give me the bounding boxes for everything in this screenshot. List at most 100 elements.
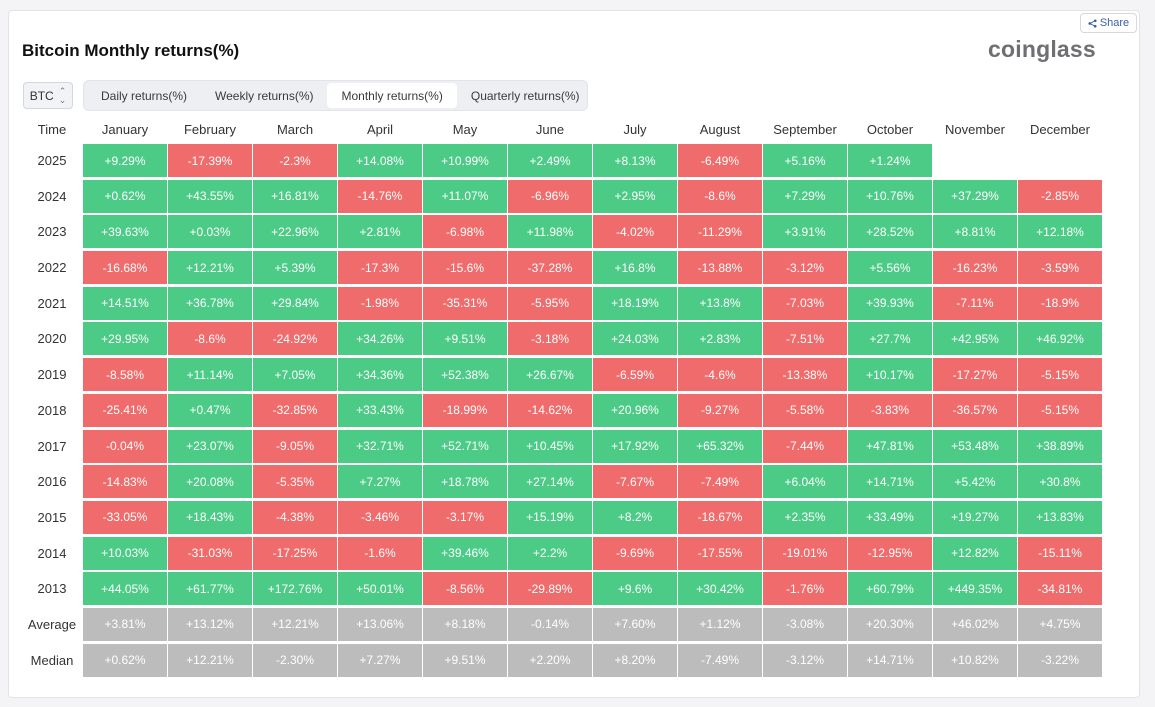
return-cell: +36.78% (168, 286, 252, 320)
average-cell: +46.02% (933, 607, 1017, 641)
median-cell: -3.22% (1018, 643, 1102, 677)
column-header-july: July (623, 121, 647, 137)
share-icon (1088, 18, 1097, 28)
return-cell: +23.07% (168, 429, 252, 463)
coinglass-logo: coinglass (988, 36, 1096, 62)
return-cell: +11.14% (168, 358, 252, 392)
return-cell: -2.85% (1018, 179, 1102, 213)
return-cell: -5.95% (508, 286, 592, 320)
return-cell: -6.96% (508, 179, 592, 213)
return-cell: -11.29% (678, 215, 762, 249)
return-cell: +39.93% (848, 286, 932, 320)
return-cell: +20.96% (593, 393, 677, 427)
return-cell: +22.96% (253, 215, 337, 249)
return-cell (1018, 144, 1102, 177)
return-cell: -6.59% (593, 358, 677, 392)
return-cell: -17.25% (253, 536, 337, 570)
return-cell: +27.7% (848, 322, 932, 356)
return-cell: -18.67% (678, 500, 762, 534)
row-label-2015: 2015 (37, 509, 67, 525)
return-cell: +65.32% (678, 429, 762, 463)
return-cell: +9.6% (593, 572, 677, 606)
return-cell: +7.05% (253, 358, 337, 392)
return-cell: +34.36% (338, 358, 422, 392)
row-label-2019: 2019 (37, 367, 67, 383)
asset-select[interactable]: BTC ⌃ ⌄ (23, 82, 73, 109)
return-cell: +13.8% (678, 286, 762, 320)
return-cell: +2.2% (508, 536, 592, 570)
column-header-april: April (366, 121, 393, 137)
return-cell: -13.38% (763, 358, 847, 392)
return-cell: +10.76% (848, 179, 932, 213)
return-cell: +5.16% (763, 144, 847, 177)
return-cell: -7.11% (933, 286, 1017, 320)
return-cell: -3.83% (848, 393, 932, 427)
median-cell: +2.20% (508, 643, 592, 677)
row-label-2022: 2022 (37, 260, 67, 276)
return-cell: +2.49% (508, 144, 592, 177)
return-cell: +19.27% (933, 500, 1017, 534)
return-cell: -37.28% (508, 251, 592, 285)
return-cell: -1.76% (763, 572, 847, 606)
return-cell: -5.58% (763, 393, 847, 427)
column-header-january: January (101, 121, 149, 137)
return-cell: +11.98% (508, 215, 592, 249)
tab-monthly-returns[interactable]: Monthly returns(%) (327, 83, 457, 108)
return-cell: -8.6% (678, 179, 762, 213)
return-cell: +43.55% (168, 179, 252, 213)
return-cell: +14.51% (83, 286, 167, 320)
column-header-march: March (276, 121, 314, 137)
tab-weekly-returns[interactable]: Weekly returns(%) (215, 88, 314, 103)
row-label-2025: 2025 (37, 153, 67, 168)
return-cell: -17.55% (678, 536, 762, 570)
return-cell: +2.83% (678, 322, 762, 356)
return-cell: +8.13% (593, 144, 677, 177)
tab-quarterly-returns[interactable]: Quarterly returns(%) (470, 88, 580, 103)
row-label-2024: 2024 (37, 188, 67, 204)
return-cell: +18.78% (423, 465, 507, 499)
return-cell: -34.81% (1018, 572, 1102, 606)
median-cell: +8.20% (593, 643, 677, 677)
return-cell: +42.95% (933, 322, 1017, 356)
return-cell: +52.38% (423, 358, 507, 392)
median-cell: +7.27% (338, 643, 422, 677)
average-cell: +4.75% (1018, 607, 1102, 641)
return-cell: -5.15% (1018, 358, 1102, 392)
return-cell: +60.79% (848, 572, 932, 606)
median-cell: +12.21% (168, 643, 252, 677)
return-cell: -9.27% (678, 393, 762, 427)
return-cell (933, 144, 1017, 177)
return-cell: -32.85% (253, 393, 337, 427)
row-label-2018: 2018 (37, 402, 67, 418)
return-cell: -14.62% (508, 393, 592, 427)
average-cell: -3.08% (763, 607, 847, 641)
row-label-2016: 2016 (37, 474, 67, 490)
return-cell: -7.44% (763, 429, 847, 463)
average-cell: -0.14% (508, 607, 592, 641)
return-cell: +7.27% (338, 465, 422, 499)
return-cell: +33.43% (338, 393, 422, 427)
return-cell: +44.05% (83, 572, 167, 606)
return-cell: +17.92% (593, 429, 677, 463)
return-cell: +13.83% (1018, 500, 1102, 534)
row-label-2013: 2013 (37, 581, 67, 597)
median-cell: +10.82% (933, 643, 1017, 677)
return-cell: +29.95% (83, 322, 167, 356)
return-cell: -33.05% (83, 500, 167, 534)
column-header-august: August (699, 121, 741, 137)
share-button[interactable]: Share (1080, 13, 1137, 33)
return-cell: +18.19% (593, 286, 677, 320)
tab-daily-returns[interactable]: Daily returns(%) (101, 88, 188, 103)
return-cell: -3.18% (508, 322, 592, 356)
return-cell: -19.01% (763, 536, 847, 570)
return-cell: +39.46% (423, 536, 507, 570)
return-cell: +5.42% (933, 465, 1017, 499)
return-cell: +11.07% (423, 179, 507, 213)
row-label-2021: 2021 (37, 295, 67, 311)
return-cell: -3.12% (763, 251, 847, 285)
row-label-2014: 2014 (37, 545, 67, 561)
return-cell: +52.71% (423, 429, 507, 463)
return-cell: +33.49% (848, 500, 932, 534)
return-cell: -3.59% (1018, 251, 1102, 285)
median-cell: -3.12% (763, 643, 847, 677)
